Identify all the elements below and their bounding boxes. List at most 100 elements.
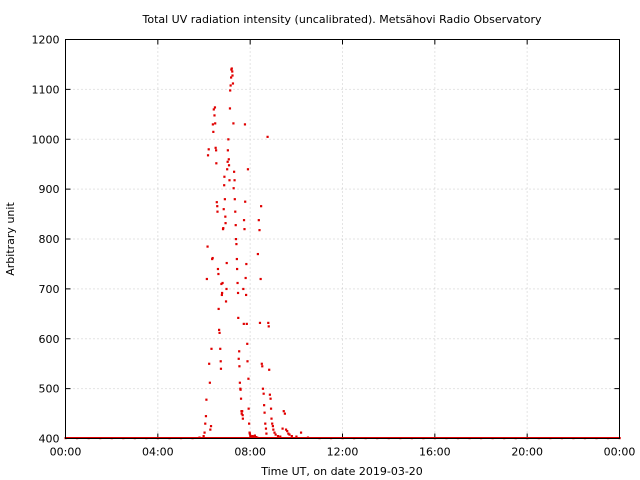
x-tick-label: 00:00: [604, 446, 636, 459]
data-point: [219, 367, 223, 370]
data-point: [244, 276, 247, 280]
data-points: [64, 67, 621, 440]
data-point: [216, 267, 220, 271]
data-point: [204, 422, 207, 425]
data-point: [220, 282, 223, 286]
data-point: [262, 392, 265, 395]
y-tick-label: 1000: [32, 133, 60, 146]
data-point: [205, 277, 208, 281]
data-point: [234, 238, 238, 241]
data-point: [202, 435, 205, 438]
data-point: [245, 262, 248, 266]
chart-title: Total UV radiation intensity (uncalibrat…: [142, 13, 542, 26]
data-point: [235, 242, 238, 246]
data-point: [216, 205, 219, 208]
data-point: [247, 407, 250, 410]
data-point: [295, 435, 298, 438]
data-point: [224, 215, 227, 218]
data-point: [261, 387, 265, 390]
data-point: [233, 179, 236, 182]
y-axis-label: Arbitrary unit: [4, 202, 17, 276]
plot-frame: [65, 39, 620, 439]
data-point: [241, 410, 244, 413]
data-point: [256, 252, 259, 256]
data-point: [274, 433, 277, 436]
data-point: [276, 435, 280, 438]
data-point: [258, 321, 262, 324]
data-point: [240, 412, 243, 415]
data-point: [247, 377, 250, 380]
data-point: [254, 436, 258, 439]
data-point: [272, 428, 275, 431]
data-point: [252, 435, 255, 438]
data-point: [198, 436, 201, 439]
data-point: [231, 74, 234, 77]
data-point: [217, 272, 220, 276]
data-point: [228, 107, 232, 110]
data-point: [220, 293, 223, 297]
data-point: [267, 325, 270, 328]
data-point: [264, 427, 268, 430]
data-point: [284, 428, 288, 431]
data-point: [253, 434, 256, 437]
axis-ticks: 400 500 600 700 800 900 1000 1100 1200 00:00 04:00…: [32, 34, 636, 459]
x-tick-label: 08:00: [234, 446, 266, 459]
data-point: [237, 316, 240, 320]
data-point: [226, 168, 229, 171]
data-point: [238, 381, 241, 384]
data-point: [233, 170, 236, 173]
data-point: [232, 187, 235, 190]
data-point: [306, 436, 310, 439]
x-tick-label: 04:00: [142, 446, 174, 459]
x-tick-label: 16:00: [419, 446, 451, 459]
data-point: [270, 417, 273, 420]
data-point: [212, 130, 215, 133]
data-point: [221, 281, 224, 285]
data-point: [267, 321, 270, 324]
data-point: [224, 300, 228, 303]
data-point: [238, 350, 241, 353]
data-point: [227, 138, 230, 141]
data-point: [205, 398, 208, 401]
data-point: [242, 219, 246, 222]
data-point: [268, 368, 271, 371]
data-point: [248, 432, 251, 435]
data-point: [273, 431, 276, 434]
data-point: [222, 227, 225, 230]
data-point: [224, 222, 227, 225]
data-point: [260, 205, 263, 208]
data-point: [223, 175, 226, 178]
data-point: [223, 184, 226, 187]
data-point: [248, 422, 251, 425]
data-point: [246, 168, 250, 171]
data-point: [265, 432, 268, 435]
data-point: [263, 411, 266, 414]
data-point: [266, 135, 269, 138]
data-point: [221, 291, 224, 295]
data-point: [235, 257, 238, 261]
data-point: [288, 433, 291, 436]
data-point: [233, 198, 236, 201]
data-point: [229, 84, 232, 87]
data-point: [237, 357, 240, 360]
x-tick-label: 20:00: [511, 446, 543, 459]
data-point: [257, 219, 260, 222]
data-point: [215, 201, 218, 204]
data-point: [218, 331, 221, 334]
x-tick-label: 00:00: [50, 446, 82, 459]
data-point: [239, 397, 243, 400]
data-point: [227, 164, 231, 167]
data-point: [209, 428, 212, 431]
data-point: [281, 427, 284, 430]
data-point: [214, 122, 217, 125]
data-point: [241, 417, 244, 420]
data-point: [216, 210, 219, 213]
data-point: [207, 148, 210, 151]
data-point: [283, 412, 286, 415]
data-point: [271, 425, 274, 428]
data-point: [251, 435, 254, 438]
data-point: [213, 106, 217, 109]
data-point: [230, 67, 233, 70]
data-point: [250, 435, 253, 438]
